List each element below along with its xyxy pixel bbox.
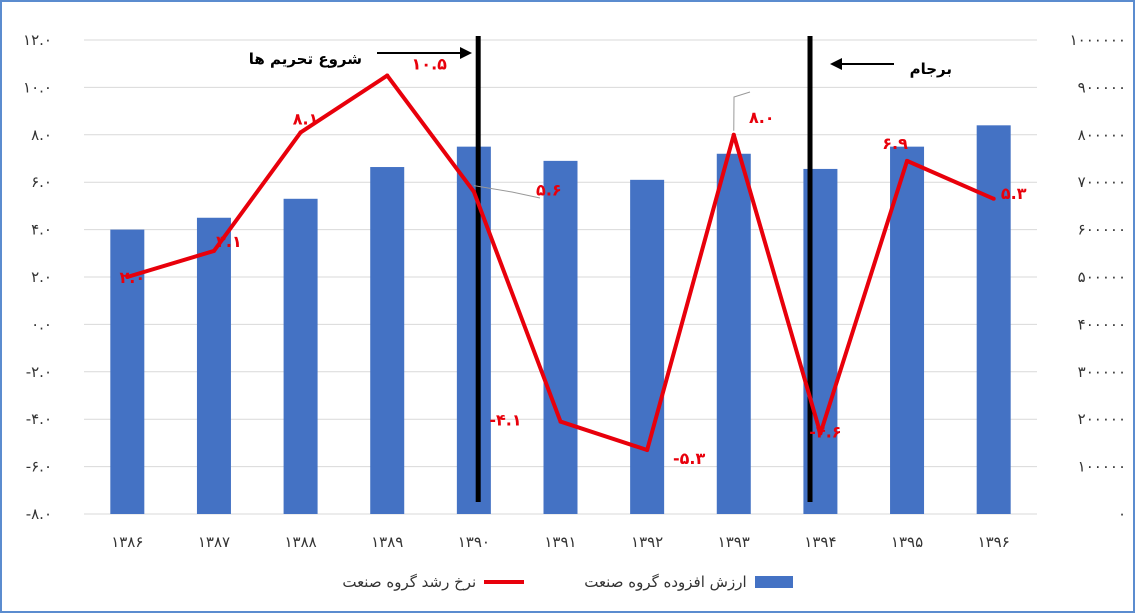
jcpoa-annotation: برجام bbox=[910, 60, 952, 78]
legend-line-label: نرخ رشد گروه صنعت bbox=[342, 573, 477, 591]
sanctions-arrow-head bbox=[460, 47, 472, 59]
legend-line-swatch bbox=[484, 580, 525, 584]
line-point bbox=[645, 448, 650, 453]
bar bbox=[283, 198, 318, 515]
x-tick-label: ۱۳۸۶ bbox=[111, 533, 143, 551]
line-point bbox=[125, 275, 130, 279]
jcpoa-arrow-head bbox=[830, 58, 842, 70]
bar-series bbox=[110, 125, 1011, 515]
label-leader bbox=[473, 185, 541, 199]
x-tick-label: ۱۳۹۱ bbox=[544, 533, 576, 551]
line-point bbox=[298, 130, 303, 135]
left-tick-label: ۶.۰ bbox=[31, 173, 52, 191]
line-data-label: -۵.۳ bbox=[673, 449, 705, 468]
line-data-label: ۵.۳ bbox=[1001, 184, 1027, 203]
x-tick-label: ۱۳۹۴ bbox=[804, 533, 836, 551]
x-tick-label: ۱۳۸۸ bbox=[284, 533, 316, 551]
line-data-label: ۸.۱ bbox=[293, 109, 319, 128]
line-point bbox=[818, 431, 823, 436]
sanctions-start-annotation: شروع تحریم ها bbox=[249, 50, 362, 68]
bar bbox=[630, 179, 665, 514]
left-tick-label: -۴.۰ bbox=[26, 410, 52, 428]
legend-entry-bar: ارزش افزوده گروه صنعت bbox=[584, 573, 793, 591]
bar bbox=[196, 217, 231, 514]
right-tick-label: ۸۰۰۰۰۰ bbox=[1078, 126, 1126, 144]
line-point bbox=[731, 132, 736, 137]
left-tick-label: ۸.۰ bbox=[31, 126, 52, 144]
left-tick-label: ۴.۰ bbox=[31, 221, 52, 239]
line-data-label: ۵.۶ bbox=[536, 181, 562, 200]
line-point bbox=[385, 73, 390, 78]
right-tick-label: ۰ bbox=[1118, 505, 1126, 523]
left-tick-label: ۱۰.۰ bbox=[23, 78, 52, 96]
x-tick-label: ۱۳۸۹ bbox=[371, 533, 403, 551]
line-data-label: ۱۰.۵ bbox=[412, 55, 448, 74]
right-tick-label: ۲۰۰۰۰۰ bbox=[1078, 410, 1126, 428]
legend: نرخ رشد گروه صنعت ارزش افزوده گروه صنعت bbox=[2, 570, 1133, 594]
bar bbox=[716, 153, 751, 514]
left-tick-label: -۲.۰ bbox=[26, 363, 52, 381]
line-series: ۲.۰ ۳.۱ ۸.۱ ۱۰.۵ ۵.۶ -۴.۱ -۵.۳ ۸.۰ -۴.۶ ۶.۹ ۵.۳ bbox=[120, 55, 1027, 468]
line-data-label: ۳.۱ bbox=[216, 232, 242, 251]
line-point bbox=[471, 189, 476, 194]
right-tick-label: ۷۰۰۰۰۰ bbox=[1078, 173, 1126, 191]
right-tick-label: ۹۰۰۰۰۰ bbox=[1078, 78, 1126, 96]
right-tick-label: ۶۰۰۰۰۰ bbox=[1078, 221, 1126, 239]
left-tick-label: ۲.۰ bbox=[31, 268, 52, 286]
line-data-label: -۴.۶ bbox=[809, 422, 841, 441]
left-tick-label: -۸.۰ bbox=[26, 505, 52, 523]
left-axis-ticks: ۱۲.۰ ۱۰.۰ ۸.۰ ۶.۰ ۴.۰ ۲.۰ ۰.۰ -۲.۰ -۴.۰ -۶.۰ -۸.۰ bbox=[23, 31, 52, 523]
legend-bar-swatch bbox=[754, 576, 793, 588]
x-tick-label: ۱۳۸۷ bbox=[198, 533, 230, 551]
line-data-label: -۴.۱ bbox=[489, 411, 521, 430]
bar bbox=[370, 167, 405, 515]
bar bbox=[976, 125, 1011, 514]
x-tick-label: ۱۳۹۵ bbox=[891, 533, 923, 551]
line-data-label: ۶.۹ bbox=[882, 134, 908, 153]
left-tick-label: ۰.۰ bbox=[31, 315, 52, 333]
annotations: شروع تحریم ها برجام bbox=[249, 47, 952, 199]
right-tick-label: ۵۰۰۰۰۰ bbox=[1078, 268, 1126, 286]
line-point bbox=[991, 196, 996, 201]
x-tick-label: ۱۳۹۰ bbox=[458, 533, 490, 551]
x-tick-label: ۱۳۹۶ bbox=[978, 533, 1010, 551]
label-leader bbox=[733, 91, 751, 131]
line-point bbox=[558, 419, 563, 424]
right-tick-label: ۱۰۰۰۰۰ bbox=[1078, 458, 1126, 476]
event-markers bbox=[475, 36, 813, 502]
bar bbox=[543, 160, 578, 514]
bar bbox=[456, 146, 491, 514]
left-tick-label: -۶.۰ bbox=[26, 458, 52, 476]
line-data-label: ۲.۰ bbox=[120, 268, 146, 287]
line-data-label: ۸.۰ bbox=[749, 108, 775, 127]
x-axis-ticks: ۱۳۸۶ ۱۳۸۷ ۱۳۸۸ ۱۳۸۹ ۱۳۹۰ ۱۳۹۱ ۱۳۹۲ ۱۳۹۳ ۱۳۹۴ ۱۳۹۵… bbox=[111, 533, 1010, 551]
right-axis-ticks: ۱۰۰۰۰۰۰۹۰۰۰۰۰۸۰۰۰۰۰۷۰۰۰۰۰۶۰۰۰۰۰۵۰۰۰۰۰۴۰۰… bbox=[1070, 31, 1126, 523]
x-tick-label: ۱۳۹۳ bbox=[718, 533, 750, 551]
right-tick-label: ۴۰۰۰۰۰ bbox=[1078, 315, 1126, 333]
line-point bbox=[211, 248, 216, 253]
line-point bbox=[905, 158, 910, 163]
x-tick-label: ۱۳۹۲ bbox=[631, 533, 663, 551]
right-tick-label: ۱۰۰۰۰۰۰ bbox=[1070, 31, 1126, 49]
bar bbox=[890, 146, 925, 514]
left-tick-label: ۱۲.۰ bbox=[23, 31, 52, 49]
legend-bar-label: ارزش افزوده گروه صنعت bbox=[584, 573, 747, 591]
right-tick-label: ۳۰۰۰۰۰ bbox=[1078, 363, 1126, 381]
legend-entry-line: نرخ رشد گروه صنعت bbox=[342, 573, 525, 591]
